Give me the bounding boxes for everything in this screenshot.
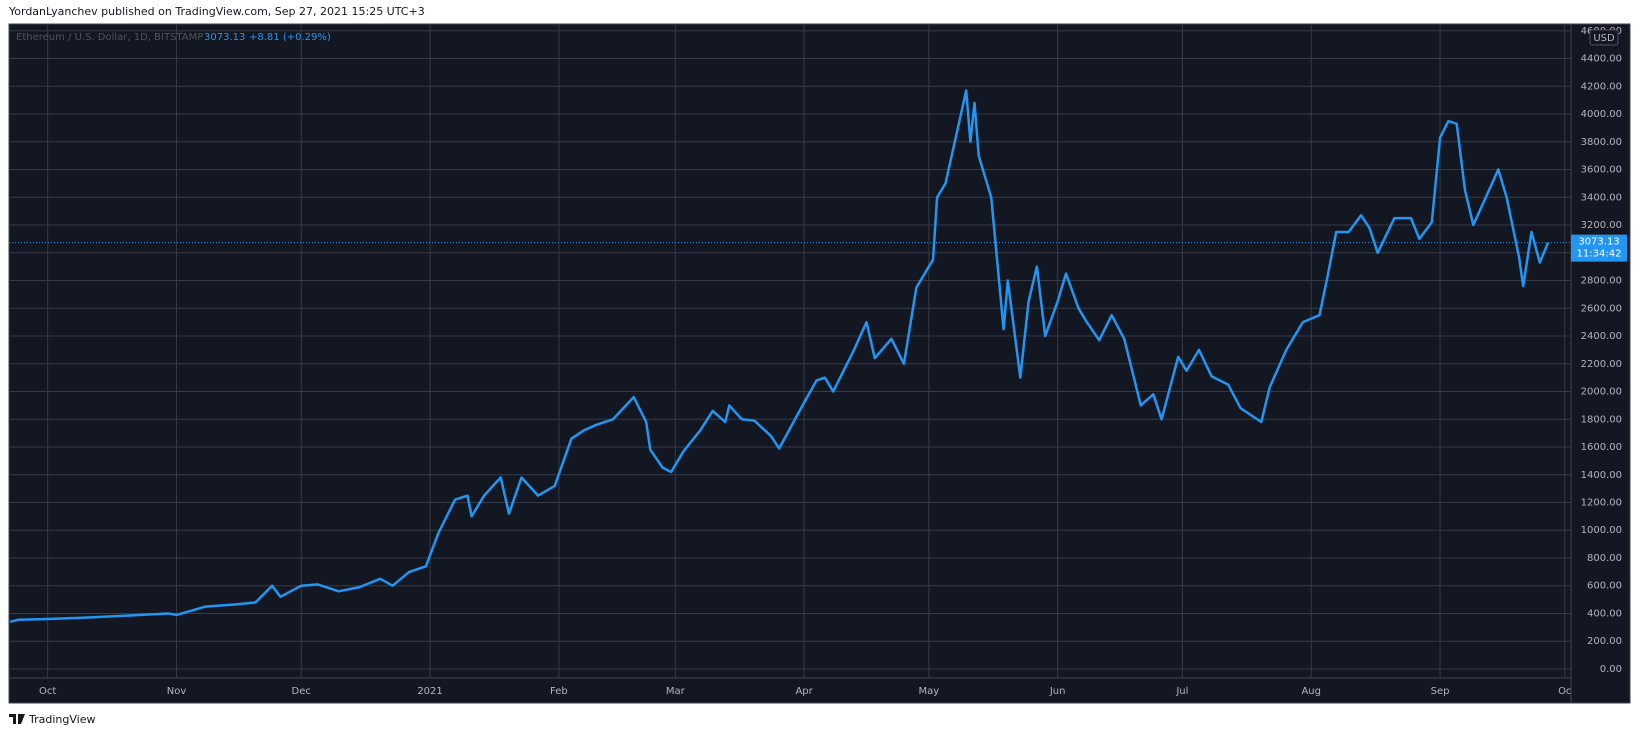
x-tick-label: Jul bbox=[1175, 686, 1188, 697]
y-tick-label: 600.00 bbox=[1587, 581, 1622, 592]
price-line bbox=[9, 89, 1550, 624]
price-badge bbox=[1571, 234, 1627, 262]
y-tick-label: 2800.00 bbox=[1581, 276, 1622, 287]
y-tick-label: 3200.00 bbox=[1581, 220, 1622, 231]
currency: USD bbox=[1593, 33, 1615, 44]
price-badge-time: 11:34:42 bbox=[1577, 249, 1622, 260]
y-tick-label: 1400.00 bbox=[1581, 470, 1622, 481]
x-tick-label: Oc bbox=[1558, 686, 1571, 697]
y-tick-label: 1600.00 bbox=[1581, 442, 1622, 453]
x-tick-label: Nov bbox=[167, 686, 187, 697]
x-tick-label: Apr bbox=[795, 686, 813, 697]
y-tick-label: 2000.00 bbox=[1581, 387, 1622, 398]
footer-logo bbox=[9, 714, 25, 724]
x-tick-label: Sep bbox=[1431, 686, 1450, 697]
y-tick-label: 3800.00 bbox=[1581, 137, 1622, 148]
y-tick-label: 4400.00 bbox=[1581, 54, 1622, 65]
y-tick-label: 4200.00 bbox=[1581, 81, 1622, 92]
y-tick-label: 2400.00 bbox=[1581, 331, 1622, 342]
x-tick-label: May bbox=[918, 686, 939, 697]
x-tick-label: Mar bbox=[666, 686, 686, 697]
y-tick-label: 3600.00 bbox=[1581, 165, 1622, 176]
x-tick-label: Dec bbox=[292, 686, 311, 697]
x-tick-label: 2021 bbox=[417, 686, 442, 697]
legend-price: 3073.13 bbox=[204, 32, 245, 43]
y-tick-label: 200.00 bbox=[1587, 636, 1622, 647]
x-tick-label: Jun bbox=[1049, 686, 1066, 697]
y-tick-label: 2600.00 bbox=[1581, 303, 1622, 314]
y-tick-label: 0.00 bbox=[1600, 664, 1622, 675]
y-tick-label: 800.00 bbox=[1587, 553, 1622, 564]
x-tick-label: Aug bbox=[1301, 686, 1321, 697]
legend-change: +8.81 (+0.29%) bbox=[249, 32, 331, 43]
y-tick-label: 1800.00 bbox=[1581, 414, 1622, 425]
header: YordanLyanchev published on TradingView.… bbox=[8, 5, 425, 18]
y-tick-label: 1000.00 bbox=[1581, 525, 1622, 536]
legend-name: Ethereum / U.S. Dollar, 1D, BITSTAMP bbox=[16, 32, 203, 43]
x-tick-label: Oct bbox=[39, 686, 56, 697]
currency-box bbox=[1589, 29, 1619, 46]
x-tick-label: Feb bbox=[550, 686, 568, 697]
y-tick-label: 1200.00 bbox=[1581, 497, 1622, 508]
y-tick-label: 4000.00 bbox=[1581, 109, 1622, 120]
footer-brand: TradingView bbox=[28, 713, 95, 726]
y-tick-label: 2200.00 bbox=[1581, 359, 1622, 370]
y-tick-label: 3400.00 bbox=[1581, 192, 1622, 203]
price-badge-value: 3073.13 bbox=[1578, 237, 1619, 248]
y-tick-label: 400.00 bbox=[1587, 608, 1622, 619]
